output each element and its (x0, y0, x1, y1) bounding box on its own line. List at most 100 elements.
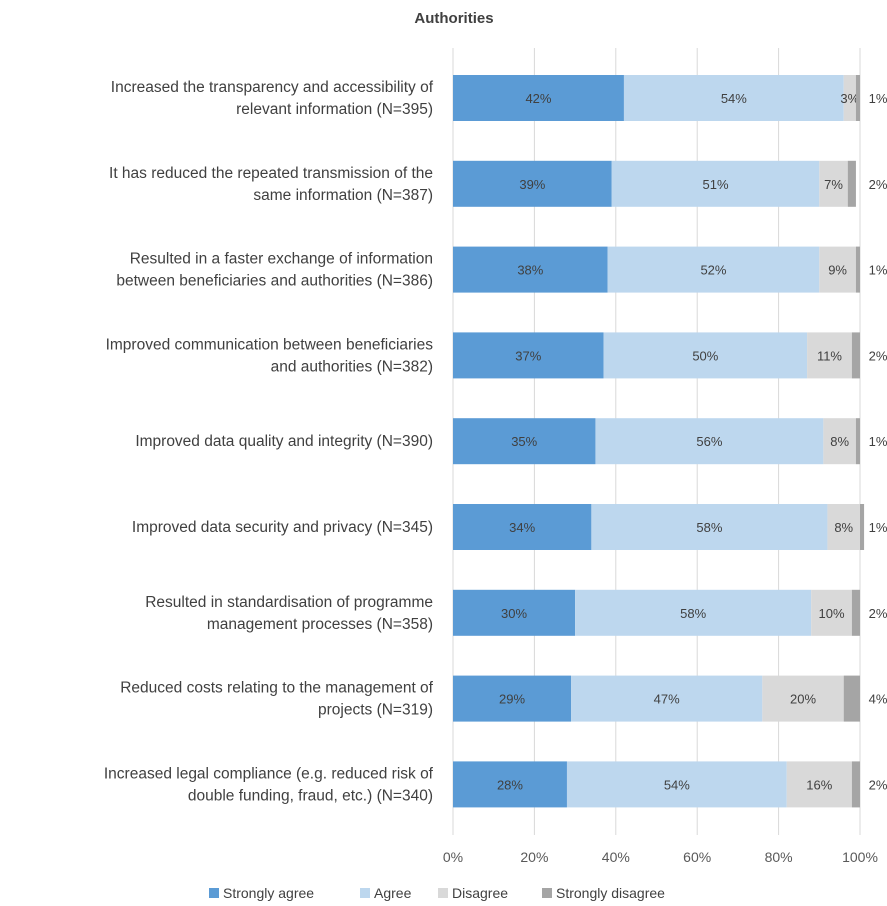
data-label: 37% (515, 348, 541, 363)
data-label: 2% (869, 177, 887, 192)
data-label: 42% (525, 91, 551, 106)
category-label: management processes (N=358) (207, 616, 433, 633)
category-label: Resulted in standardisation of programme (145, 594, 433, 611)
bar-segment (843, 675, 860, 722)
category-label: Increased the transparency and accessibi… (111, 79, 434, 96)
x-tick-label: 100% (842, 849, 878, 865)
data-label: 11% (817, 348, 842, 363)
data-label: 1% (869, 91, 887, 106)
data-label: 3% (840, 91, 859, 106)
bar-segment (575, 589, 812, 636)
category-label: between beneficiaries and authorities (N… (116, 273, 433, 290)
x-tick-label: 60% (683, 849, 711, 865)
data-label: 2% (869, 606, 887, 621)
bar-segment (851, 589, 860, 636)
data-label: 35% (511, 434, 537, 449)
bar-segment (811, 589, 852, 636)
data-label: 4% (869, 692, 887, 707)
category-label: Reduced costs relating to the management… (120, 680, 433, 697)
bar-segment (843, 75, 856, 121)
bar-segment (453, 246, 608, 293)
legend-swatch (542, 888, 552, 898)
bar-segment (819, 246, 856, 293)
bar-segment (453, 504, 592, 550)
data-label: 1% (869, 434, 887, 449)
legend-label: Disagree (452, 885, 508, 901)
data-label: 10% (818, 606, 844, 621)
legend-label: Strongly agree (223, 885, 314, 901)
category-label: Improved data quality and integrity (N=3… (135, 433, 433, 450)
data-label: 39% (519, 177, 545, 192)
bar-segment (453, 332, 604, 379)
data-label: 8% (830, 434, 849, 449)
bar-segment (786, 761, 852, 808)
data-label: 1% (869, 520, 887, 535)
bar-segment (453, 160, 612, 207)
data-label: 9% (828, 263, 847, 278)
category-label: Resulted in a faster exchange of informa… (130, 251, 433, 268)
bar-segment (611, 160, 820, 207)
data-label: 1% (869, 263, 887, 278)
category-label: Improved data security and privacy (N=34… (132, 519, 433, 536)
legend-label: Agree (374, 885, 412, 901)
legend-swatch (360, 888, 370, 898)
data-label: 30% (501, 606, 527, 621)
category-label: double funding, fraud, etc.) (N=340) (188, 787, 433, 804)
bar-segment (851, 761, 860, 808)
data-label: 51% (702, 177, 728, 192)
bar-segment (453, 418, 596, 465)
legend-label: Strongly disagree (556, 885, 665, 901)
bar-segment (591, 504, 828, 550)
data-label: 34% (509, 520, 535, 535)
bar-segment (823, 418, 856, 465)
data-label: 58% (680, 606, 706, 621)
x-axis-ticks: 0% 20% 40% 60% 80% 100% (443, 849, 878, 865)
bar-segment (855, 418, 860, 465)
data-label: 54% (664, 777, 690, 792)
bar-segment (807, 332, 852, 379)
legend-swatch (209, 888, 219, 898)
bar-segment (603, 332, 808, 379)
category-labels: Increased the transparency and accessibi… (104, 79, 434, 804)
data-label: 20% (790, 692, 816, 707)
bar-segment (623, 75, 844, 121)
bar-segment (453, 675, 572, 722)
bar-segment (607, 246, 820, 293)
chart-title: Authorities (414, 10, 493, 27)
x-tick-label: 80% (765, 849, 793, 865)
legend-swatch (438, 888, 448, 898)
category-label: Increased legal compliance (e.g. reduced… (104, 765, 434, 782)
bar-segment (860, 504, 865, 550)
bars: 42% 54% 3% 1% 39% 51% 7% 2% 38% 52% 9% 1% 37% 50% 11% 2… (453, 75, 887, 808)
data-label: 47% (654, 692, 680, 707)
bar-segment (762, 675, 844, 722)
data-label: 58% (696, 520, 722, 535)
category-label: projects (N=319) (318, 702, 433, 719)
data-label: 54% (721, 91, 747, 106)
data-label: 52% (700, 263, 726, 278)
data-label: 8% (834, 520, 853, 535)
bar-segment (566, 761, 787, 808)
data-label: 16% (806, 777, 832, 792)
bar-segment (827, 504, 860, 550)
data-label: 28% (497, 777, 523, 792)
category-label: relevant information (N=395) (236, 101, 433, 118)
bar-segment (595, 418, 824, 465)
bar-segment (847, 160, 856, 207)
bar-segment (855, 75, 860, 121)
bar-segment (851, 332, 860, 379)
bar-segment (453, 589, 576, 636)
data-label: 38% (517, 263, 543, 278)
data-label: 50% (692, 348, 718, 363)
category-label: It has reduced the repeated transmission… (109, 165, 433, 182)
data-label: 2% (869, 348, 887, 363)
bar-segment (819, 160, 848, 207)
bar-segment (453, 75, 624, 121)
bar-segment (571, 675, 763, 722)
bar-segment (855, 246, 860, 293)
data-label: 56% (696, 434, 722, 449)
bar-segment (453, 761, 567, 808)
x-tick-label: 20% (520, 849, 548, 865)
category-label: and authorities (N=382) (271, 358, 433, 375)
